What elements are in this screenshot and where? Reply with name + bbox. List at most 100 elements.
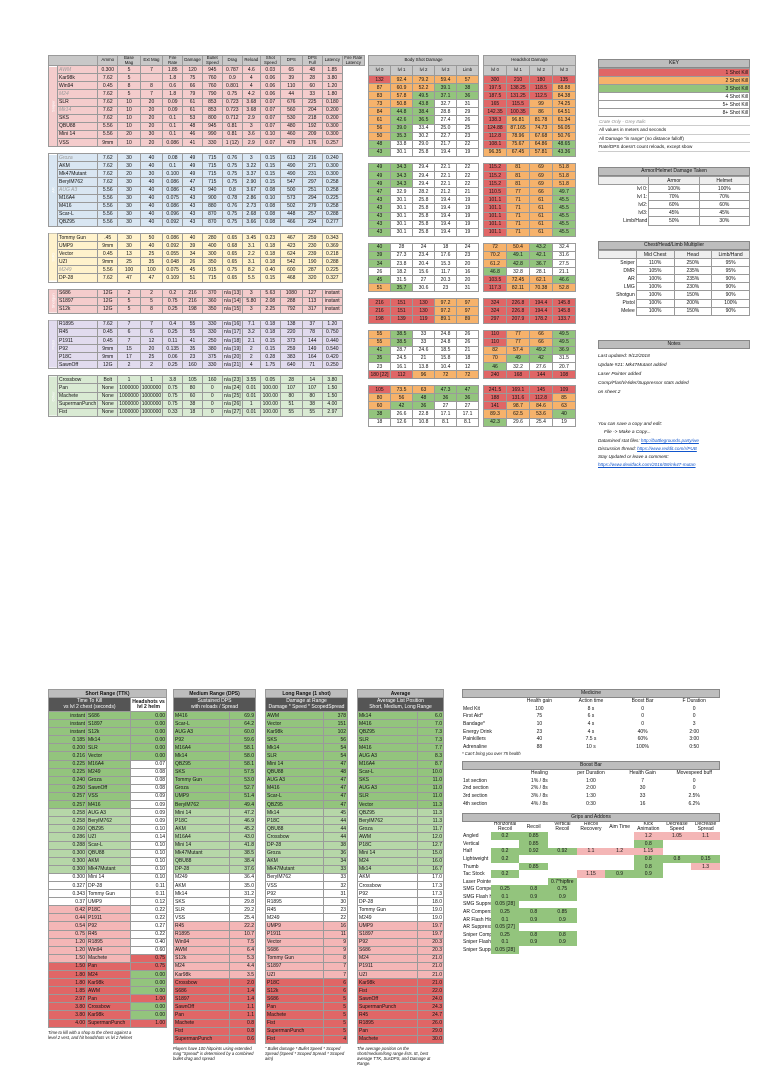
armor-header: Helmet (698, 175, 751, 186)
table-cell: 0.9 (519, 915, 548, 924)
ttk-value: 0.300 (48, 848, 87, 858)
rank-value: 29.8 (229, 897, 256, 907)
head-damage-cell: 81 (506, 171, 530, 181)
weapon-stat-cell: 192 (301, 121, 323, 131)
table-cell: 1:00 (586, 777, 596, 784)
long-range-panel: Long Range (1 shot) Damage at Range Damage… (265, 689, 348, 1061)
weapon-name: Fist (173, 1026, 230, 1036)
weapon-stat-cell: 715 (201, 153, 223, 163)
rank-value: 58.1 (229, 743, 256, 753)
weapon-stat-cell: 20 (139, 344, 164, 354)
damage-row: 41 28.7 24.6 18.5 21 82 57.4 49.2 36.9 (368, 345, 576, 355)
weapon-stat-cell: 0.086 (162, 185, 184, 195)
table-header: per Duration (577, 769, 605, 776)
head-damage-cell: 81.78 (529, 115, 553, 125)
weapon-name: Vector (86, 751, 131, 761)
weapon-stat-cell: 490 (279, 169, 303, 179)
weapon-stat-cell: 3 (241, 304, 261, 314)
weapon-stat-cell: 0.06 (259, 73, 281, 83)
row-label: Sniper Compensator (463, 931, 491, 938)
table-cell (577, 923, 606, 931)
weapon-name: VSS (265, 880, 324, 891)
head-damage-cell: 194.4 (529, 298, 553, 308)
weapon-name: AUG A3 (56, 185, 99, 195)
weapon-stat-cell: 0.65 (221, 273, 243, 283)
body-damage-col: lvl 1 (390, 65, 413, 76)
weapon-stat-cell: 26 (182, 257, 203, 267)
weapon-stat-cell: 71 (301, 360, 323, 370)
weapon-stat-cell: n/a [14] (221, 296, 243, 306)
weapon-name: SawnOff (56, 360, 99, 370)
rank-value: 1.1 (229, 1002, 256, 1012)
weapon-name: S686 (357, 945, 418, 955)
table-cell: 0.15 (691, 855, 720, 863)
rank-value: 11.3 (417, 800, 444, 810)
body-damage-cell: 23 (456, 250, 479, 260)
head-damage-cell: 110.5 (483, 187, 507, 197)
weapon-name: AKM (173, 824, 230, 834)
weapon-stat-cell: 1.8 (162, 73, 184, 83)
ttk-value: 0.286 (48, 832, 87, 842)
body-damage-cell: 63 (412, 385, 435, 395)
body-damage-cell: 51 (368, 283, 391, 293)
weapon-name: Groza (357, 824, 418, 834)
body-damage-cell: 119 (412, 314, 435, 324)
head-damage-cell: 210 (506, 74, 530, 85)
weapon-name: Win94 (173, 937, 230, 947)
weapon-stat-cell: 38 (182, 399, 203, 409)
weapon-name: AKM (265, 856, 324, 866)
ttk-value: 1.20 (48, 945, 87, 955)
damage-row: 49 34.3 29.4 22.1 22 115.2 81 69 51.8 (368, 171, 576, 181)
note-link[interactable]: https://www.dexitfack.com/2016/08/mk47-m… (598, 462, 696, 467)
head-damage-cell: 71 (506, 219, 530, 229)
note-link[interactable]: https://www.reddit.com/r/PUB (637, 446, 697, 451)
table-cell (691, 901, 720, 909)
weapon-stat-cell: 715 (201, 177, 223, 187)
weapon-name: Tommy Gun (86, 889, 131, 899)
weapon-stat-cell: 0.75 (162, 296, 184, 306)
table-cell: 0.8 (519, 931, 548, 939)
head-damage-cell: 31.6 (552, 250, 576, 260)
weapon-stat-cell: 30 (117, 185, 141, 195)
body-damage-cell: 73.5 (390, 385, 413, 395)
main-header-cell: Fire Rate Latency (341, 54, 365, 67)
weapon-stat-cell: n/a [13] (221, 288, 243, 298)
table-header: Vertical Recoil (554, 822, 571, 833)
weapon-stat-cell: 0.81 (221, 129, 243, 140)
table-header (462, 698, 514, 705)
weapon-stat-cell: 10 (117, 138, 141, 148)
multiplier-cell: 100% (635, 274, 675, 284)
weapon-stat-cell: 460 (279, 129, 303, 140)
weapon-stat-cell: 8 (139, 81, 164, 91)
weapon-stat-cell: 0.075 (162, 193, 184, 203)
weapon-name: M24 (56, 89, 99, 99)
head-damage-cell: 101.1 (483, 203, 507, 213)
weapon-stat-cell: 870 (201, 209, 223, 219)
table-cell: 0 (641, 713, 644, 720)
headshot-value: 0.12 (129, 897, 168, 907)
weapon-stat-cell: 676 (279, 97, 303, 107)
weapon-name: AKM (56, 161, 99, 171)
table-cell (577, 893, 606, 901)
body-damage-cell: 19 (456, 147, 479, 157)
weapon-stat-cell: 30 (117, 161, 141, 171)
armor-row-label: lvl3: (638, 209, 648, 216)
head-damage-cell: 145.8 (552, 298, 576, 308)
ttk-value: 0.257 (48, 800, 87, 810)
weapon-stat-cell: 0.65 (221, 232, 243, 243)
rank-value: 19.0 (417, 905, 444, 915)
weapon-name: SKS (173, 767, 230, 777)
table-cell (491, 863, 520, 871)
weapon-name: P92 (56, 344, 99, 354)
rank-value: 11.0 (417, 775, 444, 785)
rank-value: 37.6 (229, 864, 256, 874)
body-damage-cell: 56 (390, 393, 413, 403)
rank-value: 0.6 (229, 1034, 256, 1044)
head-damage-cell: 45.5 (552, 195, 576, 205)
note-link[interactable]: http://battlegrounds.party/we (640, 438, 699, 443)
body-damage-cell: 29.4 (412, 162, 435, 173)
rank-value: 58.1 (229, 759, 256, 769)
weapon-row: M249 5.56 100 100 0.075 45 915 0.75 8.2 0.40 600 28… (49, 265, 365, 275)
headshot-value: 0.40 (129, 937, 168, 947)
head-damage-cell: 145 (529, 385, 553, 395)
